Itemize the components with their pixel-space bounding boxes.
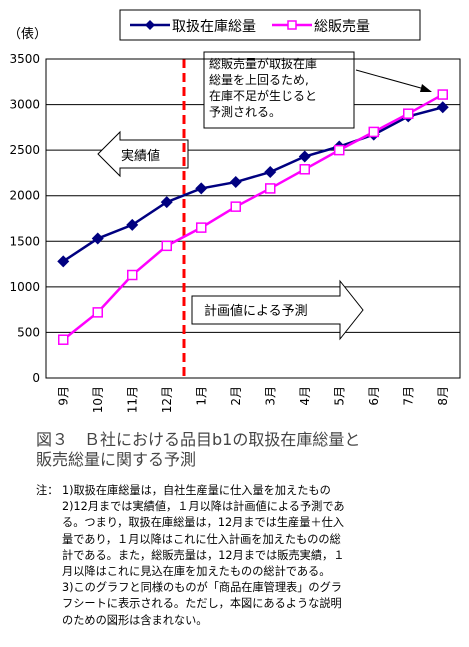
callout-pointer [355, 69, 429, 91]
legend-series-1-label: 取扱在庫総量 [172, 18, 256, 35]
note-line: 3)このグラフと同様のものが「商品在庫管理表」のグラ [62, 581, 342, 595]
data-point-square [161, 240, 172, 252]
data-point-square [403, 108, 414, 119]
data-point-square [368, 126, 379, 138]
y-tick-label: 0 [32, 371, 40, 385]
x-tick-label: 1月 [194, 386, 208, 406]
note-line: 量であり，１月以降はこれに仕入計画を加えたものの総 [62, 532, 341, 546]
data-point-square [437, 89, 448, 100]
x-tick-label: 8月 [436, 386, 450, 406]
data-point-square [196, 222, 207, 233]
x-tick-labels: 9月 10月 11月 12月 1月 2月 3月 4月 5月 6月 7月 8月 [56, 386, 450, 413]
x-tick-label: 3月 [263, 386, 277, 406]
data-point-diamond [229, 176, 242, 189]
data-point-diamond [264, 166, 277, 179]
caption-line-1: 図３ Ｂ社における品目b1の取扱在庫総量と [36, 430, 361, 449]
note-line: る。つまり，取扱在庫総量は，12月までは生産量＋仕入 [62, 516, 344, 530]
forecast-arrow: 計画値による予測 [191, 279, 364, 341]
data-point-diamond [298, 150, 311, 163]
y-tick-label: 3500 [9, 52, 40, 66]
plot-area [45, 58, 461, 379]
x-tick-label: 4月 [298, 386, 312, 406]
note-line: 月以降はこれに見込在庫を加えたものの総計である。 [62, 565, 331, 579]
legend-square-marker [287, 20, 297, 30]
legend: 取扱在庫総量 総販売量 [119, 9, 421, 41]
chart: （俵） 0 500 1000 1500 2000 2500 3000 3500 実績値 計画値… [8, 9, 461, 413]
x-tick-label: 5月 [332, 386, 346, 406]
callout-line-4: 予測される。 [209, 105, 281, 119]
data-point-diamond [195, 182, 208, 195]
figure-caption: 図３ Ｂ社における品目b1の取扱在庫総量と 販売総量に関する予測 [36, 430, 456, 470]
legend-diamond-marker [145, 20, 155, 30]
data-point-square [58, 334, 69, 345]
notes: 注： 1)取扱在庫総量は，自社生産量に仕入量を加えたもの 2)12月までは実績値… [36, 483, 466, 629]
data-point-square [299, 164, 310, 175]
data-point-diamond [436, 101, 449, 114]
note-line: 計である。また，総販売量は，12月までは販売実績，１ [62, 548, 345, 562]
x-tick-label: 11月 [125, 386, 139, 413]
actual-arrow: 実績値 [97, 130, 189, 178]
data-point-diamond [57, 255, 70, 268]
y-tick-label: 500 [17, 325, 40, 339]
y-tick-label: 2500 [9, 143, 40, 157]
data-point-square [334, 144, 345, 156]
callout-pointer-head [420, 84, 432, 92]
note-line: フシートに表示される。ただし，本図にあるような説明 [62, 597, 342, 611]
note-line: 1)取扱在庫総量は，自社生産量に仕入量を加えたもの [62, 484, 331, 497]
callout: 総販売量が取扱在庫 総量を上回るため, 在庫不足が生じると 予測される。 [203, 51, 432, 129]
note-line: のための図形は含まれない。 [62, 613, 208, 627]
forecast-arrow-label: 計画値による予測 [204, 303, 308, 319]
x-tick-label: 6月 [367, 386, 381, 406]
series-line-2 [62, 93, 444, 341]
data-point-diamond [91, 232, 104, 245]
callout-line-2: 総量を上回るため, [209, 73, 309, 87]
data-point-square [265, 183, 276, 194]
y-tick-label: 1500 [9, 234, 40, 248]
y-tick-label: 2000 [9, 189, 40, 203]
callout-line-1: 総販売量が取扱在庫 [209, 56, 317, 71]
y-tick-labels: 0 500 1000 1500 2000 2500 3000 3500 [9, 52, 40, 385]
data-point-square [230, 201, 241, 212]
x-tick-label: 12月 [160, 386, 174, 413]
x-tick-label: 7月 [401, 386, 415, 406]
note-line: 2)12月までは実績値，１月以降は計画値による予測であ [62, 500, 345, 514]
x-tick-label: 9月 [56, 386, 70, 406]
callout-line-3: 在庫不足が生じると [209, 88, 317, 103]
data-point-diamond [126, 218, 139, 231]
caption-line-2: 販売総量に関する予測 [36, 450, 197, 469]
y-tick-label: 1000 [9, 280, 40, 294]
notes-tag: 注： [36, 484, 59, 497]
legend-series-2-label: 総販売量 [314, 19, 370, 35]
data-point-square [127, 269, 138, 281]
note-1: 注： 1)取扱在庫総量は，自社生産量に仕入量を加えたもの [36, 483, 466, 499]
note-2: 2)12月までは実績値，１月以降は計画値による予測であ る。つまり，取扱在庫総量… [36, 499, 466, 580]
y-axis-unit-label: （俵） [8, 27, 47, 42]
y-tick-label: 3000 [9, 98, 40, 112]
series-line-1 [62, 106, 444, 263]
series-layer [57, 89, 449, 345]
x-tick-label: 2月 [229, 386, 243, 406]
data-point-diamond [160, 196, 173, 209]
note-3: 3)このグラフと同様のものが「商品在庫管理表」のグラ フシートに表示される。ただ… [36, 580, 466, 629]
actual-arrow-label: 実績値 [121, 148, 160, 164]
x-tick-label: 10月 [91, 386, 105, 413]
data-point-square [92, 307, 103, 318]
